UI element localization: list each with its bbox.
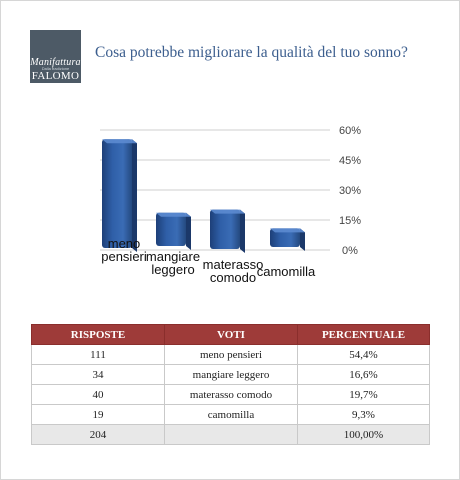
bar-side — [186, 212, 191, 250]
y-tick-label: 15% — [339, 215, 361, 227]
brand-logo: Manifattura Dalla tradizione FALOMO — [30, 30, 81, 83]
logo-tagline-text: Dalla tradizione — [41, 66, 70, 71]
bar-side — [132, 139, 137, 252]
page-title: Cosa potrebbe migliorare la qualità del … — [95, 44, 408, 61]
cell-risposte: 19 — [31, 404, 165, 425]
cell-risposte: 34 — [31, 364, 165, 385]
cell-voti: mangiare leggero — [164, 364, 298, 385]
header-voti: VOTI — [164, 324, 298, 345]
y-tick-label: 0% — [342, 245, 358, 257]
table-row: 40 materasso comodo 19,7% — [31, 384, 430, 405]
category-label: camomilla — [257, 264, 316, 279]
cell-voti: camomilla — [164, 404, 298, 425]
total-voti — [164, 424, 298, 445]
bar-side — [240, 209, 245, 253]
y-tick-label: 45% — [339, 155, 361, 167]
cell-voti: materasso comodo — [164, 384, 298, 405]
table-row: 19 camomilla 9,3% — [31, 404, 430, 425]
cell-voti: meno pensieri — [164, 344, 298, 365]
table-row: 111 meno pensieri 54,4% — [31, 344, 430, 365]
bar — [102, 139, 132, 248]
y-tick-label: 30% — [339, 185, 361, 197]
logo-manifattura-text: Manifattura — [30, 57, 81, 68]
bar-top — [156, 212, 191, 217]
bar-top — [210, 209, 245, 214]
category-label: mangiare leggero — [146, 249, 200, 277]
cell-percentuale: 9,3% — [297, 404, 430, 425]
bar-top — [270, 228, 305, 233]
table-header-row: RISPOSTE VOTI PERCENTUALE — [31, 324, 430, 345]
cell-percentuale: 19,7% — [297, 384, 430, 405]
bar — [156, 212, 186, 246]
bar — [270, 228, 300, 247]
bar-side — [300, 228, 305, 251]
category-label: meno pensieri — [101, 236, 147, 264]
cell-percentuale: 54,4% — [297, 344, 430, 365]
bar-top — [102, 139, 137, 144]
category-label: materasso comodo — [203, 257, 264, 285]
cell-risposte: 40 — [31, 384, 165, 405]
bar — [210, 209, 240, 249]
cell-risposte: 111 — [31, 344, 165, 365]
total-percentuale: 100,00% — [297, 424, 430, 445]
logo-falomo-text: FALOMO — [31, 70, 80, 82]
bar-chart: 0% 15% 30% 45% 60% meno pensieri mangiare legger… — [100, 125, 361, 285]
table-row: 34 mangiare leggero 16,6% — [31, 364, 430, 385]
y-tick-label: 60% — [339, 125, 361, 137]
table-total-row: 204 100,00% — [31, 424, 430, 445]
header-risposte: RISPOSTE — [31, 324, 165, 345]
cell-percentuale: 16,6% — [297, 364, 430, 385]
header-percentuale: PERCENTUALE — [297, 324, 430, 345]
results-table: RISPOSTE VOTI PERCENTUALE 111 meno pensi… — [31, 324, 430, 445]
total-risposte: 204 — [31, 424, 165, 445]
